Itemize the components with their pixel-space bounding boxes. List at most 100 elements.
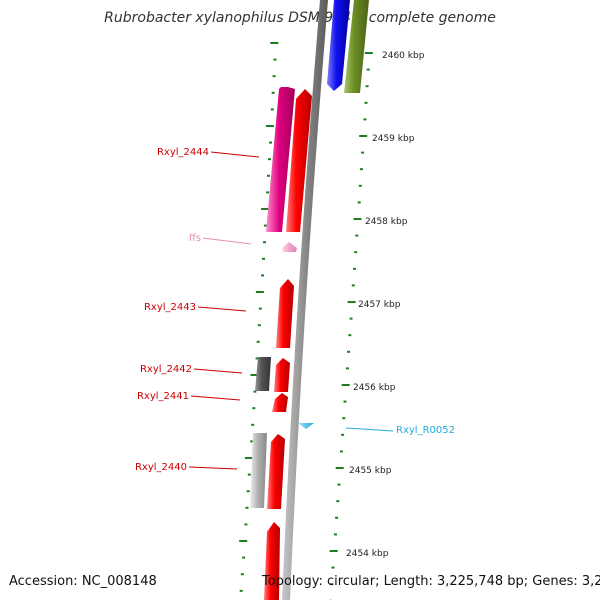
map-title: Rubrobacter xylanophilus DSM 9941, compl… xyxy=(104,10,496,26)
label-rxyl-2444[interactable]: Rxyl_2444 xyxy=(157,147,209,158)
outer-tick xyxy=(339,450,343,453)
inner-tick xyxy=(270,42,279,44)
inner-tick xyxy=(239,540,248,542)
inner-tick xyxy=(267,174,270,177)
genome-backbone xyxy=(282,0,328,600)
feature-labels: Rxyl_2444 ffs Rxyl_2443 Rxyl_2442 Rxyl_2… xyxy=(135,147,455,473)
label-ffs[interactable]: ffs xyxy=(189,233,201,244)
inner-tick xyxy=(244,523,248,526)
leader-rxyl-2444 xyxy=(210,151,260,158)
leader-rxyl-2440 xyxy=(188,466,238,470)
inner-tick xyxy=(255,357,259,360)
outer-tick xyxy=(347,301,356,303)
inner-tick xyxy=(262,257,265,260)
gene-olive-top[interactable] xyxy=(344,0,369,93)
gene-rxyl-2444[interactable] xyxy=(266,87,295,232)
inner-tick xyxy=(271,91,275,94)
inner-tick xyxy=(253,390,257,393)
inner-tick xyxy=(257,324,261,327)
inner-tick xyxy=(251,423,255,426)
gene-red-2442-pair[interactable] xyxy=(274,358,290,392)
outer-tick xyxy=(345,367,349,370)
label-rxyl-r0052[interactable]: Rxyl_R0052 xyxy=(396,425,455,436)
inner-tick xyxy=(266,191,270,194)
outer-tick xyxy=(360,168,363,171)
gene-rxyl-2441[interactable] xyxy=(272,393,288,412)
inner-tick xyxy=(246,490,250,493)
scale-label-2459: 2459 kbp xyxy=(372,134,415,144)
gene-red-bottom[interactable] xyxy=(264,522,280,600)
outer-tick xyxy=(341,433,345,436)
label-rxyl-2441[interactable]: Rxyl_2441 xyxy=(137,391,189,402)
scale-label-2455: 2455 kbp xyxy=(349,466,392,476)
inner-tick xyxy=(256,340,260,343)
label-rxyl-2440[interactable]: Rxyl_2440 xyxy=(135,462,187,473)
inner-tick xyxy=(255,291,264,293)
gene-rxyl-2442[interactable] xyxy=(255,357,271,391)
outer-tick xyxy=(357,201,361,204)
gene-red-upper[interactable] xyxy=(286,89,312,232)
outer-tick xyxy=(353,267,356,270)
outer-tick xyxy=(337,483,341,486)
inner-tick xyxy=(250,374,259,376)
accession-text: Accession: NC_008148 xyxy=(9,574,157,589)
outer-tick xyxy=(348,334,352,337)
inner-tick xyxy=(269,141,272,144)
outer-tick xyxy=(354,251,358,254)
inner-tick xyxy=(250,440,254,443)
inner-tick xyxy=(273,58,277,61)
outer-tick xyxy=(365,85,369,88)
scale-label-2454: 2454 kbp xyxy=(346,549,389,559)
scale-label-2460: 2460 kbp xyxy=(382,51,425,61)
label-rxyl-2443[interactable]: Rxyl_2443 xyxy=(144,302,196,313)
outer-tick xyxy=(341,384,350,386)
outer-tick xyxy=(359,135,368,137)
outer-tick xyxy=(342,417,346,420)
leader-rxyl-2441 xyxy=(190,395,241,401)
leader-rxyl-r0052 xyxy=(345,427,394,432)
inner-tick xyxy=(261,208,270,210)
label-rxyl-2442[interactable]: Rxyl_2442 xyxy=(140,364,192,375)
leader-ffs xyxy=(202,237,252,245)
inner-tick xyxy=(264,224,267,227)
gene-rxyl-2440[interactable] xyxy=(250,433,267,508)
gene-rxyl-2443[interactable] xyxy=(276,279,294,348)
outer-tick xyxy=(353,218,362,220)
scale-labels: 2460 kbp 2459 kbp 2458 kbp 2457 kbp 2456… xyxy=(346,51,425,559)
outer-tick xyxy=(358,184,362,187)
inner-tick xyxy=(263,241,266,244)
label-leaders xyxy=(188,151,394,470)
inner-tick xyxy=(242,556,246,559)
inner-tick xyxy=(265,125,274,127)
leader-rxyl-2443 xyxy=(197,306,247,312)
gene-blue-top[interactable] xyxy=(327,0,350,91)
outer-tick xyxy=(363,118,367,121)
inner-tick xyxy=(240,573,244,576)
outer-tick xyxy=(329,550,338,552)
outer-tick xyxy=(347,350,351,353)
outer-tick xyxy=(343,400,347,403)
outer-tick xyxy=(366,68,370,71)
inner-tick xyxy=(239,589,243,592)
inner-tick xyxy=(247,473,251,476)
outer-tick xyxy=(364,101,368,104)
outer-tick xyxy=(364,52,373,54)
inner-tick xyxy=(245,506,249,509)
inner-tick xyxy=(272,75,276,78)
outer-tick xyxy=(331,566,335,569)
outer-tick xyxy=(355,234,359,237)
scale-label-2457: 2457 kbp xyxy=(358,300,401,310)
topology-text: Topology: circular; Length: 3,225,748 bp… xyxy=(262,574,600,589)
gene-red-2440-pair[interactable] xyxy=(267,434,285,509)
inner-tick xyxy=(258,307,262,310)
scale-label-2458: 2458 kbp xyxy=(365,217,408,227)
outer-tick xyxy=(335,467,344,469)
outer-tick xyxy=(333,533,337,536)
inner-tick xyxy=(252,407,256,410)
outer-tick xyxy=(336,500,340,503)
trna-rxyl-r0052[interactable] xyxy=(298,423,314,429)
ncrna-ffs[interactable] xyxy=(282,242,297,252)
outer-tick xyxy=(335,516,339,519)
